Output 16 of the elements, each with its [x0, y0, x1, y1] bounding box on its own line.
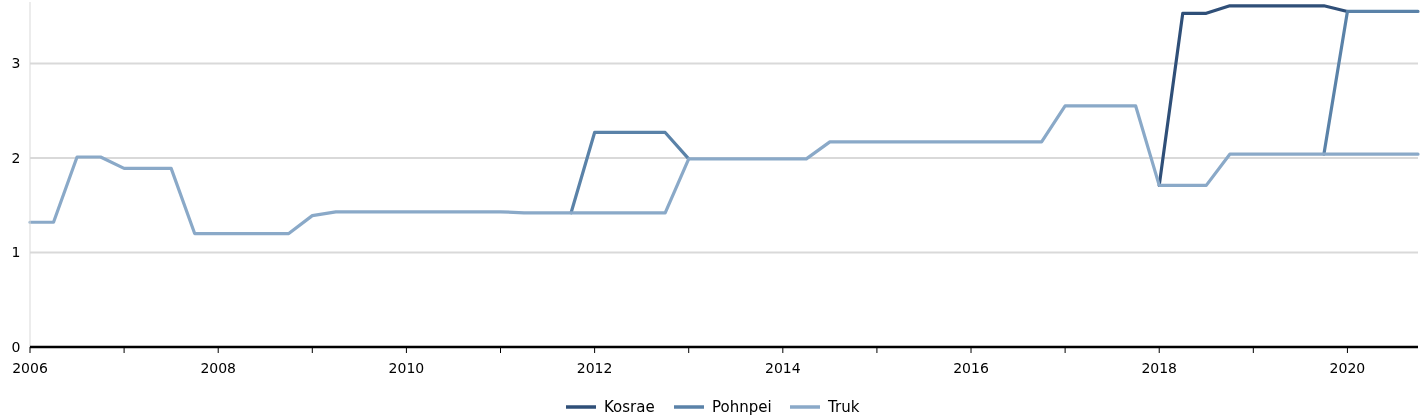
x-tick-label: 2018: [1141, 360, 1178, 376]
y-tick-label: 1: [11, 244, 21, 261]
line-series: [28, 104, 1420, 236]
x-tick-label: 2006: [12, 360, 48, 376]
y-tick-label: 0: [11, 338, 21, 355]
x-tick-label: 2016: [953, 360, 989, 376]
legend-label: Truk: [827, 398, 860, 416]
x-tick-label: 2012: [576, 360, 613, 376]
x-tick-label: 2010: [388, 360, 425, 376]
y-tick-label: 2: [11, 149, 21, 166]
legend-label: Pohnpei: [712, 398, 772, 416]
x-tick-label: 2008: [200, 360, 237, 376]
y-tick-label: 3: [11, 55, 21, 72]
x-tick-label: 2014: [764, 360, 801, 376]
legend-label: Kosrae: [604, 398, 655, 416]
x-tick-label: 2020: [1329, 360, 1366, 376]
